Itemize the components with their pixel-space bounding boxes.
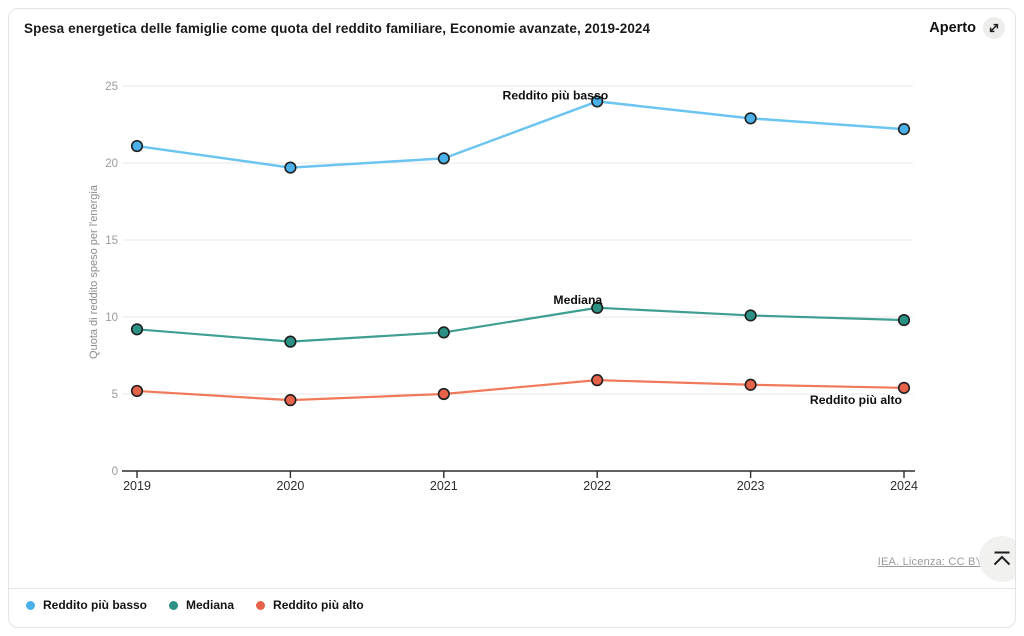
legend-separator	[9, 588, 1015, 589]
y-tick-label: 10	[105, 312, 118, 324]
legend-item-reddito-piu-basso[interactable]: Reddito più basso	[26, 598, 147, 612]
collapse-to-top-button[interactable]	[979, 536, 1015, 582]
x-tick-label: 2024	[890, 479, 918, 493]
open-button[interactable]: Aperto	[929, 17, 1005, 39]
data-point[interactable]	[437, 387, 450, 401]
chart-card: Spesa energetica delle famiglie come quo…	[8, 8, 1016, 628]
chart-plot-area[interactable]: 0 5 10 15 20 25 Quota di reddito speso per l'e…	[8, 8, 1016, 628]
data-point[interactable]	[897, 123, 911, 136]
legend-label: Reddito più basso	[43, 598, 148, 612]
legend-dot-orange	[256, 600, 266, 610]
data-point[interactable]	[897, 381, 911, 394]
legend-item-mediana[interactable]: Mediana	[169, 598, 234, 612]
x-tick-label: 2020	[276, 479, 304, 493]
data-point[interactable]	[897, 313, 911, 327]
data-point[interactable]	[284, 161, 297, 174]
y-tick-label: 0	[112, 466, 118, 478]
y-tick-label: 5	[112, 389, 118, 401]
legend: Reddito più basso Mediana Reddito più al…	[26, 598, 364, 612]
data-point[interactable]	[284, 394, 297, 407]
data-point[interactable]	[744, 112, 757, 125]
x-tick-label: 2021	[430, 479, 458, 493]
legend-dot-teal	[169, 600, 179, 610]
data-point[interactable]	[130, 384, 144, 398]
chart-title: Spesa energetica delle famiglie come quo…	[24, 21, 651, 36]
series-line	[136, 379, 905, 402]
data-point[interactable]	[284, 335, 297, 348]
y-tick-label: 25	[105, 81, 118, 93]
legend-item-reddito-piu-alto[interactable]: Reddito più alto	[256, 598, 364, 612]
data-point[interactable]	[744, 378, 757, 391]
series-annotation: Mediana	[553, 293, 602, 307]
expand-icon[interactable]	[983, 17, 1005, 39]
x-tick-label: 2019	[123, 479, 151, 493]
data-point[interactable]	[130, 323, 144, 336]
series-annotation: Reddito più alto	[810, 393, 902, 407]
series-line	[136, 306, 905, 343]
license-link[interactable]: IEA. Licenza: CC BY 4.0	[877, 556, 1002, 568]
data-point[interactable]	[591, 301, 604, 314]
data-point[interactable]	[744, 309, 757, 322]
data-point[interactable]	[437, 326, 450, 339]
x-tick-label: 2023	[737, 479, 765, 493]
legend-label: Reddito più alto	[273, 598, 364, 612]
data-point[interactable]	[591, 374, 604, 387]
x-tick-label: 2022	[583, 479, 611, 493]
collapse-up-icon	[993, 551, 1011, 566]
series-annotation: Reddito più basso	[503, 88, 609, 102]
y-tick-label: 20	[105, 158, 118, 170]
y-tick-label: 15	[105, 235, 118, 247]
data-point[interactable]	[437, 152, 450, 165]
legend-dot-blue	[26, 600, 35, 610]
y-axis-title: Quota di reddito speso per l'energia	[88, 184, 100, 359]
data-point[interactable]	[130, 139, 144, 153]
series-line	[136, 100, 905, 169]
data-point[interactable]	[591, 95, 604, 108]
legend-label: Mediana	[186, 598, 235, 612]
open-button-label: Aperto	[929, 20, 976, 36]
